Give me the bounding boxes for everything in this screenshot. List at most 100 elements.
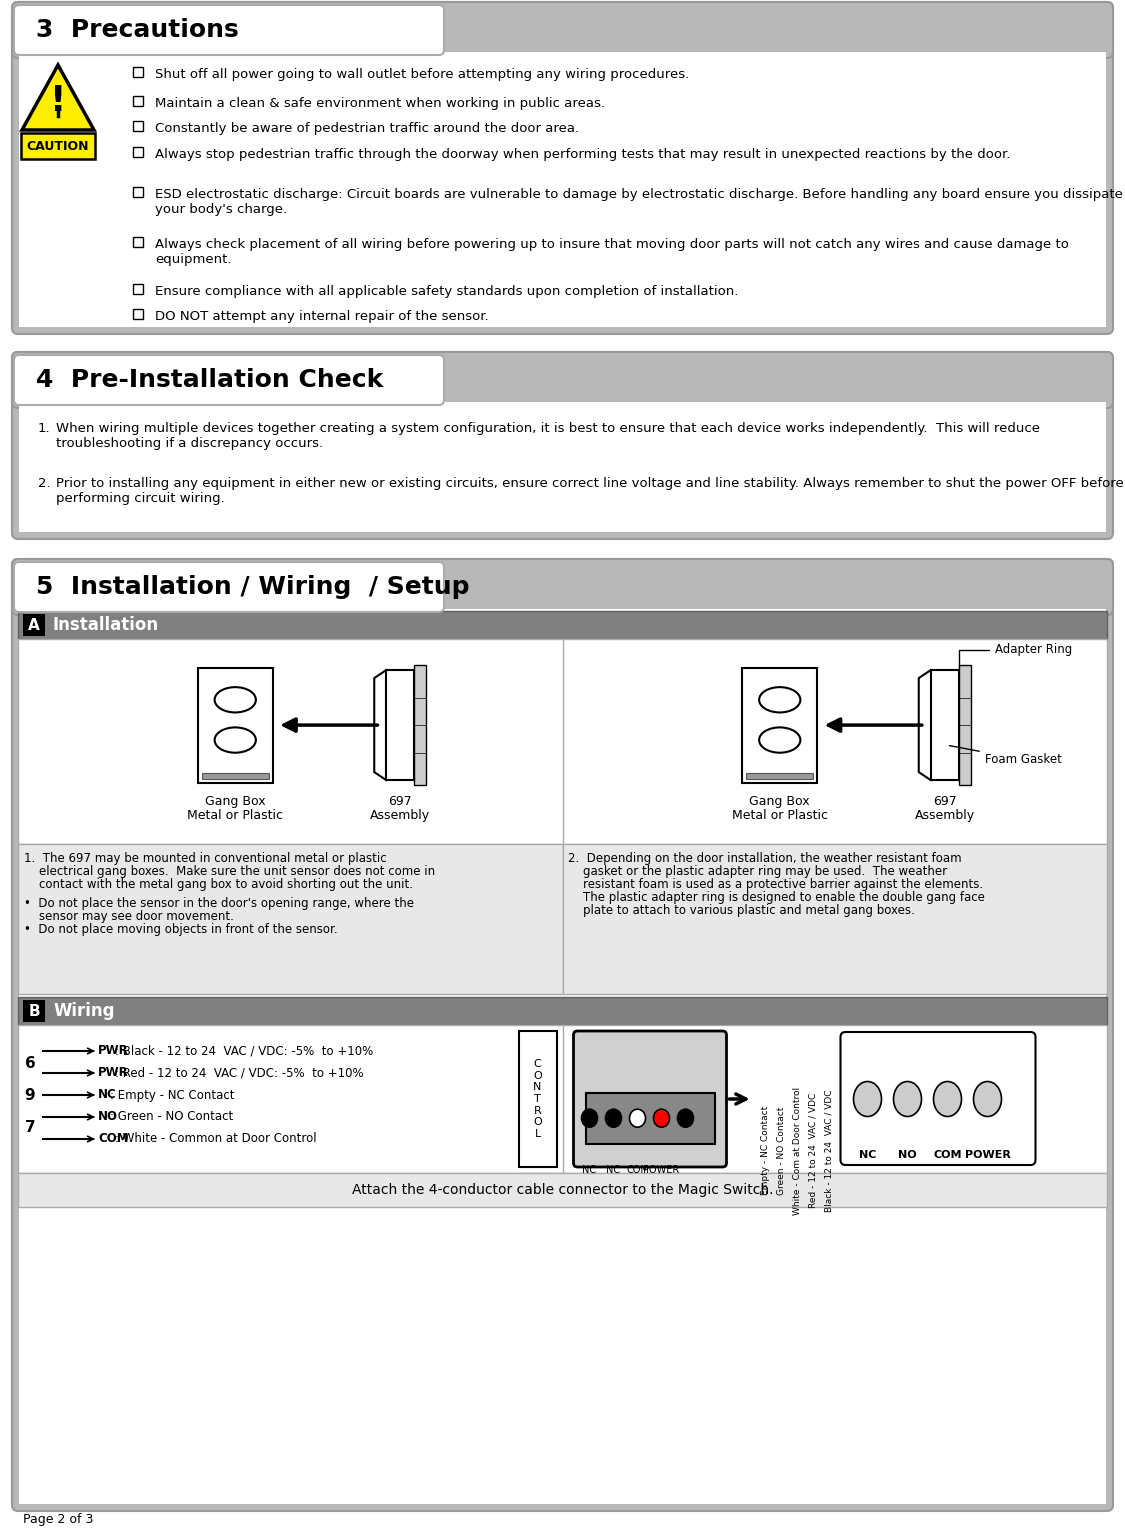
- FancyBboxPatch shape: [18, 997, 1107, 1025]
- Text: PWR: PWR: [98, 1045, 128, 1057]
- Text: PWR: PWR: [98, 1066, 128, 1080]
- Ellipse shape: [215, 727, 255, 753]
- Text: 9: 9: [25, 1088, 35, 1103]
- FancyBboxPatch shape: [198, 667, 272, 782]
- Text: Black - 12 to 24  VAC / VDC: Black - 12 to 24 VAC / VDC: [825, 1089, 834, 1212]
- FancyBboxPatch shape: [18, 640, 1107, 844]
- Text: Gang Box: Gang Box: [205, 795, 266, 808]
- FancyBboxPatch shape: [585, 1092, 714, 1144]
- Text: Constantly be aware of pedestrian traffic around the door area.: Constantly be aware of pedestrian traffi…: [155, 123, 579, 135]
- FancyBboxPatch shape: [958, 666, 971, 785]
- Ellipse shape: [215, 687, 255, 712]
- FancyBboxPatch shape: [22, 614, 45, 637]
- Text: NC: NC: [606, 1164, 621, 1175]
- Text: CAUTION: CAUTION: [27, 140, 89, 152]
- Text: !: !: [50, 84, 66, 118]
- Text: When wiring multiple devices together creating a system configuration, it is bes: When wiring multiple devices together cr…: [56, 422, 1040, 449]
- Text: Wiring: Wiring: [53, 1002, 115, 1020]
- Text: : White - Common at Door Control: : White - Common at Door Control: [116, 1132, 317, 1146]
- Text: 697: 697: [388, 795, 412, 808]
- FancyBboxPatch shape: [21, 133, 94, 160]
- Text: 5  Installation / Wiring  / Setup: 5 Installation / Wiring / Setup: [36, 575, 469, 598]
- Text: Installation: Installation: [53, 617, 159, 634]
- Text: 697: 697: [933, 795, 956, 808]
- Text: Adapter Ring: Adapter Ring: [958, 643, 1072, 667]
- Text: : Black - 12 to 24  VAC / VDC: -5%  to +10%: : Black - 12 to 24 VAC / VDC: -5% to +10…: [116, 1045, 374, 1057]
- Text: COM: COM: [98, 1132, 128, 1146]
- FancyBboxPatch shape: [18, 611, 1107, 640]
- Text: POWER: POWER: [964, 1150, 1010, 1160]
- Text: Page 2 of 3: Page 2 of 3: [22, 1513, 93, 1525]
- Ellipse shape: [654, 1109, 669, 1127]
- Text: •  Do not place the sensor in the door's opening range, where the: • Do not place the sensor in the door's …: [24, 897, 414, 910]
- Ellipse shape: [759, 727, 800, 753]
- Text: electrical gang boxes.  Make sure the unit sensor does not come in: electrical gang boxes. Make sure the uni…: [24, 865, 435, 877]
- Text: resistant foam is used as a protective barrier against the elements.: resistant foam is used as a protective b…: [568, 877, 983, 891]
- Text: Metal or Plastic: Metal or Plastic: [731, 808, 828, 822]
- FancyBboxPatch shape: [19, 52, 1106, 327]
- FancyBboxPatch shape: [18, 1025, 1107, 1174]
- Text: sensor may see door movement.: sensor may see door movement.: [24, 910, 234, 923]
- FancyBboxPatch shape: [519, 1031, 557, 1167]
- Text: 6: 6: [25, 1055, 35, 1071]
- Text: Ensure compliance with all applicable safety standards upon completion of instal: Ensure compliance with all applicable sa…: [155, 285, 738, 298]
- Text: contact with the metal gang box to avoid shorting out the unit.: contact with the metal gang box to avoid…: [24, 877, 413, 891]
- Text: : Empty - NC Contact: : Empty - NC Contact: [109, 1089, 234, 1101]
- FancyBboxPatch shape: [133, 284, 143, 295]
- FancyBboxPatch shape: [133, 236, 143, 247]
- FancyBboxPatch shape: [12, 351, 1113, 538]
- Text: NC: NC: [583, 1164, 596, 1175]
- FancyBboxPatch shape: [14, 354, 444, 405]
- FancyBboxPatch shape: [12, 558, 1113, 615]
- Text: Prior to installing any equipment in either new or existing circuits, ensure cor: Prior to installing any equipment in eit…: [56, 477, 1124, 505]
- Text: DO NOT attempt any internal repair of the sensor.: DO NOT attempt any internal repair of th…: [155, 310, 488, 324]
- Text: Gang Box: Gang Box: [749, 795, 810, 808]
- Text: The plastic adapter ring is designed to enable the double gang face: The plastic adapter ring is designed to …: [568, 891, 986, 904]
- FancyBboxPatch shape: [133, 147, 143, 156]
- Text: 4  Pre-Installation Check: 4 Pre-Installation Check: [36, 368, 384, 393]
- FancyBboxPatch shape: [133, 187, 143, 196]
- Text: 1.  The 697 may be mounted in conventional metal or plastic: 1. The 697 may be mounted in conventiona…: [24, 851, 387, 865]
- Ellipse shape: [893, 1081, 921, 1117]
- FancyBboxPatch shape: [12, 558, 1113, 1511]
- Text: Attach the 4-conductor cable connector to the Magic Switch.: Attach the 4-conductor cable connector t…: [352, 1183, 773, 1197]
- Text: B: B: [28, 1003, 39, 1019]
- Text: COM: COM: [934, 1150, 962, 1160]
- Text: C
O
N
T
R
O
L: C O N T R O L: [533, 1058, 542, 1138]
- FancyBboxPatch shape: [930, 670, 958, 781]
- FancyBboxPatch shape: [742, 667, 817, 782]
- FancyBboxPatch shape: [19, 402, 1106, 532]
- Text: Shut off all power going to wall outlet before attempting any wiring procedures.: Shut off all power going to wall outlet …: [155, 67, 690, 81]
- Text: 7: 7: [25, 1120, 35, 1135]
- Text: COM: COM: [626, 1164, 649, 1175]
- Text: POWER: POWER: [644, 1164, 680, 1175]
- Text: : Red - 12 to 24  VAC / VDC: -5%  to +10%: : Red - 12 to 24 VAC / VDC: -5% to +10%: [116, 1066, 364, 1080]
- Text: White - Com at Door Control: White - Com at Door Control: [792, 1086, 801, 1215]
- Text: Always check placement of all wiring before powering up to insure that moving do: Always check placement of all wiring bef…: [155, 238, 1069, 265]
- Text: NO: NO: [898, 1150, 917, 1160]
- FancyBboxPatch shape: [18, 1174, 1107, 1207]
- FancyBboxPatch shape: [14, 5, 444, 55]
- Text: Foam Gasket: Foam Gasket: [950, 746, 1062, 765]
- Ellipse shape: [677, 1109, 693, 1127]
- Text: 1.: 1.: [38, 422, 51, 436]
- Text: Maintain a clean & safe environment when working in public areas.: Maintain a clean & safe environment when…: [155, 97, 605, 110]
- Text: •  Do not place moving objects in front of the sensor.: • Do not place moving objects in front o…: [24, 923, 337, 936]
- FancyBboxPatch shape: [746, 773, 813, 779]
- Text: Assembly: Assembly: [915, 808, 974, 822]
- FancyBboxPatch shape: [386, 670, 414, 781]
- FancyBboxPatch shape: [414, 666, 426, 785]
- Text: A: A: [28, 618, 39, 632]
- Polygon shape: [22, 64, 94, 130]
- Ellipse shape: [854, 1081, 882, 1117]
- FancyBboxPatch shape: [22, 1000, 45, 1022]
- Ellipse shape: [582, 1109, 597, 1127]
- Text: Green - NO Contact: Green - NO Contact: [776, 1106, 785, 1195]
- Text: Metal or Plastic: Metal or Plastic: [187, 808, 284, 822]
- Text: Always stop pedestrian traffic through the doorway when performing tests that ma: Always stop pedestrian traffic through t…: [155, 147, 1010, 161]
- Text: NC: NC: [98, 1089, 117, 1101]
- FancyBboxPatch shape: [12, 2, 1113, 334]
- Ellipse shape: [630, 1109, 646, 1127]
- Text: 2.: 2.: [38, 477, 51, 489]
- Text: 3  Precautions: 3 Precautions: [36, 18, 238, 41]
